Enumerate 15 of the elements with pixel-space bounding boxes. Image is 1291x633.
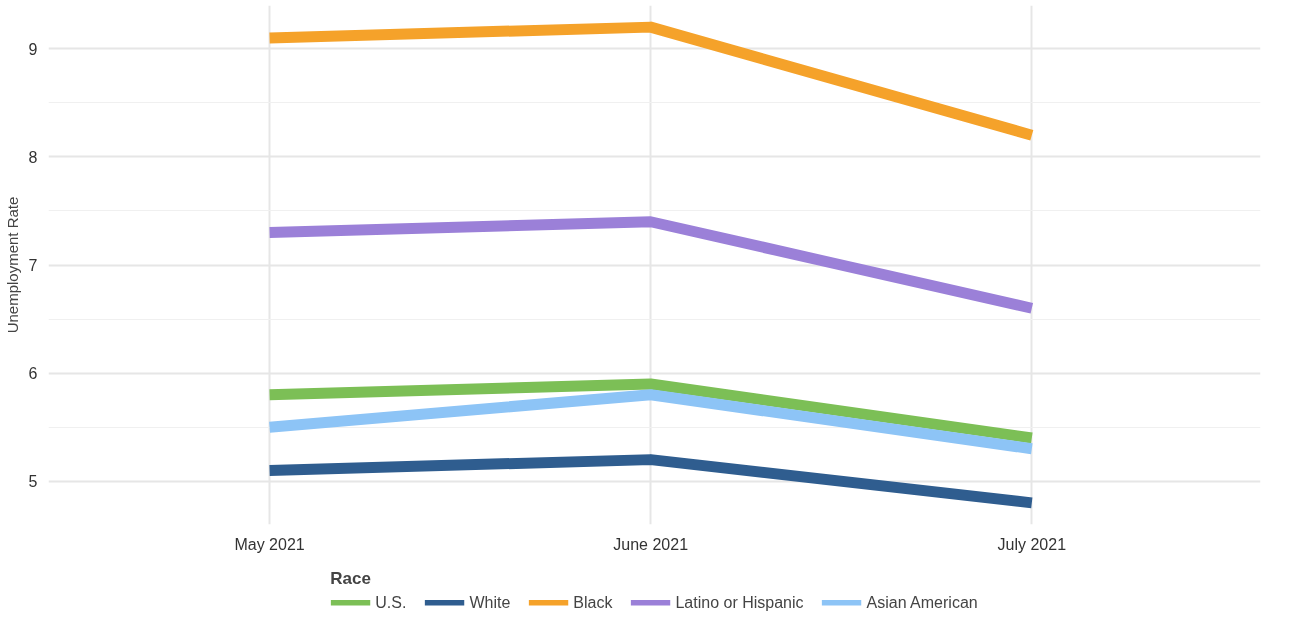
legend-label: U.S. xyxy=(375,593,407,612)
y-tick-label: 9 xyxy=(28,40,38,58)
legend-label: White xyxy=(469,593,511,612)
y-tick-label: 6 xyxy=(28,365,38,383)
y-axis-title: Unemployment Rate xyxy=(3,196,21,334)
legend-label: Black xyxy=(573,593,613,612)
x-tick-label: May 2021 xyxy=(234,535,305,553)
y-tick-label: 5 xyxy=(28,473,38,491)
legend-label: Asian American xyxy=(866,593,978,612)
y-tick-label: 8 xyxy=(28,148,38,166)
x-tick-label: June 2021 xyxy=(613,535,689,553)
legend-label: Latino or Hispanic xyxy=(675,593,804,612)
x-tick-label: July 2021 xyxy=(997,535,1067,553)
y-tick-label: 7 xyxy=(28,257,38,274)
legend-title: Race xyxy=(330,568,372,589)
